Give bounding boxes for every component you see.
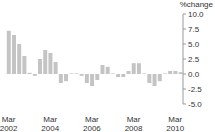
svg-text:Mar2004: Mar2004 xyxy=(41,115,59,132)
svg-text:-2.5: -2.5 xyxy=(188,85,202,94)
svg-text:5.0: 5.0 xyxy=(188,40,200,49)
svg-text:Mar2002: Mar2002 xyxy=(8,115,18,132)
svg-text:Mar2010: Mar2010 xyxy=(166,115,184,132)
svg-text:7.5: 7.5 xyxy=(188,25,200,34)
svg-text:0.0: 0.0 xyxy=(188,70,200,79)
svg-text:Mar2006: Mar2006 xyxy=(83,115,101,132)
svg-text:10.0: 10.0 xyxy=(188,10,204,19)
html-text:%change: %change xyxy=(179,0,213,9)
svg-text:-5.0: -5.0 xyxy=(188,100,202,109)
svg-text:Mar2008: Mar2008 xyxy=(125,115,143,132)
svg-text:2.5: 2.5 xyxy=(188,55,200,64)
